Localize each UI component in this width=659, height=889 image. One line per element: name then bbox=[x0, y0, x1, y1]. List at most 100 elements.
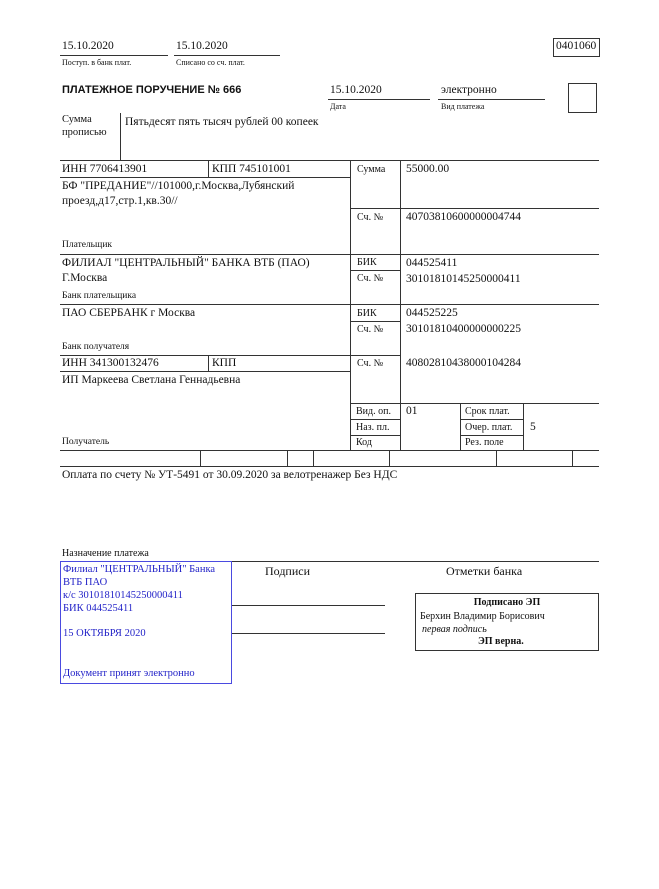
payer-bank-account-label: Сч. № bbox=[357, 273, 384, 284]
signature-line bbox=[232, 605, 385, 606]
debited-date: 15.10.2020 bbox=[176, 40, 228, 52]
payment-type-label: Вид платежа bbox=[441, 102, 485, 111]
payer-bank-name: ФИЛИАЛ "ЦЕНТРАЛЬНЫЙ" БАНКА ВТБ (ПАО) bbox=[62, 257, 310, 269]
payee-account: 40802810438000104284 bbox=[406, 357, 521, 369]
divider bbox=[350, 160, 351, 450]
payee-inn: ИНН 341300132476 bbox=[62, 357, 159, 369]
payer-inn: ИНН 7706413901 bbox=[62, 163, 148, 175]
payer-bank-label: Банк плательщика bbox=[62, 291, 137, 301]
divider bbox=[460, 403, 461, 450]
due-label: Срок плат. bbox=[465, 406, 510, 417]
payee-bank-account-label: Сч. № bbox=[357, 324, 384, 335]
divider bbox=[60, 466, 599, 467]
payer-label: Плательщик bbox=[62, 240, 113, 250]
payee-bank-name: ПАО СБЕРБАНК г Москва bbox=[62, 307, 196, 319]
page-title: ПЛАТЕЖНОЕ ПОРУЧЕНИЕ № 666 bbox=[62, 84, 242, 96]
payer-name: БФ "ПРЕДАНИЕ"//101000,г.Москва,Лубянский bbox=[62, 180, 295, 192]
divider bbox=[60, 254, 599, 255]
amount-label: Сумма bbox=[357, 164, 386, 175]
payee-name: ИП Маркеева Светлана Геннадьевна bbox=[62, 374, 241, 386]
priority: 5 bbox=[530, 421, 536, 433]
payee-kpp: КПП bbox=[212, 357, 237, 369]
payer-bank-bik-label: БИК bbox=[357, 257, 377, 268]
form-code-box: 0401060 bbox=[553, 38, 600, 57]
purpose-label: Назначение платежа bbox=[62, 548, 149, 559]
date-label: Дата bbox=[330, 102, 346, 111]
divider bbox=[523, 403, 524, 450]
divider bbox=[496, 450, 497, 466]
stamp-note: Документ принят электронно bbox=[63, 668, 195, 679]
divider bbox=[350, 435, 400, 436]
divider bbox=[208, 160, 209, 177]
payer-kpp: КПП 745101001 bbox=[212, 163, 291, 175]
divider bbox=[60, 177, 350, 178]
divider bbox=[572, 450, 573, 466]
divider bbox=[350, 321, 400, 322]
divider bbox=[460, 435, 523, 436]
divider bbox=[389, 450, 390, 466]
purpose-text: Оплата по счету № УТ-5491 от 30.09.2020 … bbox=[62, 469, 398, 481]
divider bbox=[350, 403, 599, 404]
received-label: Поступ. в банк плат. bbox=[62, 58, 132, 67]
document-date: 15.10.2020 bbox=[330, 84, 382, 96]
divider bbox=[120, 113, 121, 160]
payer-bank-account: 30101810145250000411 bbox=[406, 273, 521, 285]
divider bbox=[350, 208, 599, 209]
divider bbox=[350, 270, 400, 271]
divider bbox=[60, 371, 350, 372]
esign-signer: Берхин Владимир Борисович bbox=[420, 611, 545, 622]
divider bbox=[200, 450, 201, 466]
purpose-code-label: Наз. пл. bbox=[356, 422, 390, 433]
status-box bbox=[568, 83, 597, 113]
divider bbox=[60, 450, 599, 451]
divider bbox=[400, 160, 401, 450]
divider bbox=[60, 561, 599, 562]
bank-marks-label: Отметки банка bbox=[446, 564, 523, 578]
payee-account-label: Сч. № bbox=[357, 358, 384, 369]
amount-words-label: Сумма прописью bbox=[62, 114, 107, 138]
divider bbox=[174, 55, 280, 56]
divider bbox=[60, 304, 599, 305]
reserve-label: Рез. поле bbox=[465, 437, 504, 448]
divider bbox=[208, 355, 209, 371]
payee-bank-account: 30101810400000000225 bbox=[406, 323, 521, 335]
stamp-date: 15 ОКТЯБРЯ 2020 bbox=[63, 628, 146, 639]
stamp-line2: ВТБ ПАО bbox=[63, 577, 108, 588]
esign-role: первая подпись bbox=[422, 624, 487, 635]
payee-bank-bik-label: БИК bbox=[357, 308, 377, 319]
divider bbox=[60, 55, 168, 56]
divider bbox=[328, 99, 430, 100]
bank-stamp: Филиал "ЦЕНТРАЛЬНЫЙ" Банка ВТБ ПАО к/с 3… bbox=[60, 561, 232, 684]
payer-bank-city: Г.Москва bbox=[62, 272, 108, 284]
stamp-line4: БИК 044525411 bbox=[63, 603, 134, 614]
divider bbox=[60, 355, 400, 356]
priority-label: Очер. плат. bbox=[465, 422, 513, 433]
op-type: 01 bbox=[406, 405, 418, 417]
amount-value: 55000.00 bbox=[406, 163, 450, 175]
divider bbox=[287, 450, 288, 466]
esign-title: Подписано ЭП bbox=[473, 597, 541, 608]
debited-label: Списано со сч. плат. bbox=[176, 58, 245, 67]
received-date: 15.10.2020 bbox=[62, 40, 114, 52]
amount-words: Пятьдесят пять тысяч рублей 00 копеек bbox=[125, 116, 319, 128]
payer-name-line2: проезд,д17,стр.1,кв.30// bbox=[62, 195, 178, 207]
payer-bank-bik: 044525411 bbox=[406, 257, 458, 269]
esign-status: ЭП верна. bbox=[478, 636, 524, 647]
form-code: 0401060 bbox=[556, 40, 597, 52]
divider bbox=[313, 450, 314, 466]
divider bbox=[60, 160, 599, 161]
payee-label: Получатель bbox=[62, 437, 110, 447]
stamp-line3: к/с 30101810145250000411 bbox=[63, 590, 183, 601]
signature-line bbox=[232, 633, 385, 634]
divider bbox=[350, 419, 400, 420]
esign-box: Подписано ЭП Берхин Владимир Борисович п… bbox=[415, 593, 599, 651]
payer-account: 40703810600000004744 bbox=[406, 211, 521, 223]
payment-type: электронно bbox=[441, 84, 497, 96]
divider bbox=[460, 419, 523, 420]
payer-account-label: Сч. № bbox=[357, 212, 384, 223]
divider bbox=[438, 99, 545, 100]
payee-bank-label: Банк получателя bbox=[62, 342, 130, 352]
payee-bank-bik: 044525225 bbox=[406, 307, 458, 319]
code-label: Код bbox=[356, 437, 372, 448]
stamp-line1: Филиал "ЦЕНТРАЛЬНЫЙ" Банка bbox=[63, 564, 216, 575]
